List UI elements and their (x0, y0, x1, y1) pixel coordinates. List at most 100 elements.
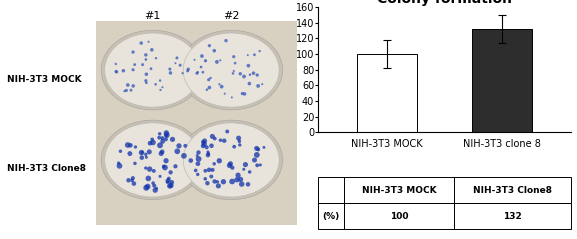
Point (148, 141, 158, 144)
Point (235, 72, 245, 76)
Point (243, 53, 252, 57)
Point (162, 131, 171, 135)
Point (137, 151, 146, 155)
Point (256, 163, 265, 167)
Point (258, 82, 267, 86)
Point (171, 164, 180, 168)
Point (250, 53, 259, 57)
Point (253, 84, 263, 88)
Point (228, 71, 238, 75)
Point (147, 67, 156, 71)
Point (142, 72, 151, 76)
Point (210, 137, 219, 141)
Point (129, 68, 138, 72)
Point (207, 174, 216, 178)
Point (158, 150, 167, 154)
Point (137, 41, 146, 45)
Point (141, 79, 151, 82)
Text: NIH-3T3 MOCK: NIH-3T3 MOCK (8, 75, 82, 84)
Point (239, 75, 249, 78)
Point (239, 167, 249, 171)
Point (116, 149, 125, 153)
Point (151, 82, 160, 86)
Point (228, 166, 237, 169)
Point (217, 85, 226, 89)
Point (190, 58, 199, 62)
Point (252, 153, 261, 157)
Point (233, 178, 242, 182)
Point (202, 145, 211, 149)
Point (145, 141, 155, 145)
Point (200, 142, 209, 146)
Point (215, 82, 224, 86)
Ellipse shape (101, 120, 204, 200)
Point (193, 70, 203, 74)
Point (234, 136, 243, 140)
Point (191, 168, 200, 172)
Point (174, 144, 183, 148)
Point (166, 71, 175, 75)
Point (128, 176, 137, 180)
Point (160, 166, 170, 169)
Point (225, 163, 234, 167)
Point (259, 146, 268, 149)
Point (186, 159, 196, 163)
Point (216, 58, 225, 62)
Point (178, 71, 187, 75)
Point (226, 162, 235, 166)
Point (145, 150, 154, 154)
Point (194, 157, 203, 161)
Point (230, 61, 239, 65)
Point (254, 147, 263, 151)
Point (156, 152, 166, 155)
Point (145, 167, 154, 171)
Point (166, 170, 175, 174)
Point (138, 63, 147, 66)
Point (198, 140, 208, 144)
Point (151, 188, 160, 192)
Ellipse shape (183, 123, 279, 197)
Point (137, 150, 147, 154)
Point (123, 83, 133, 87)
Point (209, 49, 219, 53)
Point (173, 149, 182, 153)
Point (238, 92, 247, 95)
Point (207, 144, 216, 148)
Point (142, 155, 151, 159)
Point (201, 177, 210, 181)
Point (144, 40, 153, 44)
Point (230, 145, 239, 149)
Point (210, 179, 219, 183)
Point (151, 56, 160, 60)
Point (196, 65, 205, 69)
Point (165, 67, 174, 71)
Point (130, 63, 139, 66)
Point (137, 156, 147, 160)
Point (203, 181, 212, 185)
Point (162, 134, 171, 138)
Point (203, 153, 212, 157)
Point (205, 44, 214, 48)
Point (144, 177, 153, 180)
Point (223, 130, 232, 133)
Point (119, 69, 128, 73)
Point (161, 137, 170, 141)
Point (149, 184, 159, 188)
Point (229, 55, 238, 59)
Point (220, 92, 230, 96)
Point (183, 67, 193, 71)
Point (158, 140, 167, 143)
Point (198, 144, 208, 148)
Point (155, 174, 164, 178)
Point (229, 69, 238, 73)
Point (200, 139, 209, 143)
Point (240, 92, 249, 96)
Point (203, 150, 212, 154)
Point (141, 53, 151, 57)
Point (193, 162, 203, 166)
Point (120, 89, 129, 93)
Point (201, 59, 210, 63)
Point (198, 70, 208, 74)
Point (149, 169, 159, 173)
Point (115, 164, 124, 168)
